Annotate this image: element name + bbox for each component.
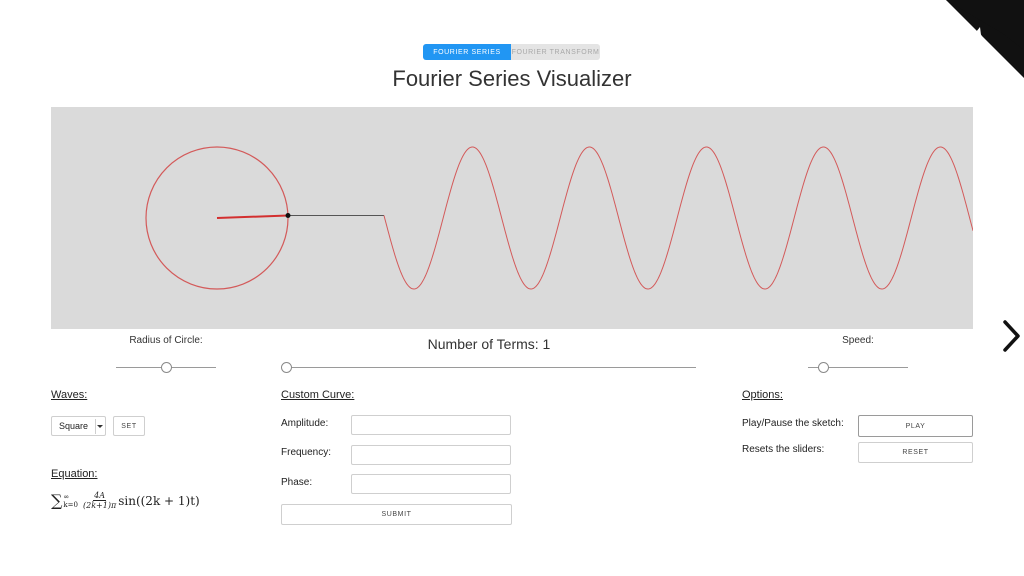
radius-label: Radius of Circle: xyxy=(129,335,203,346)
slider-track xyxy=(808,367,908,368)
tab-fourier-transform[interactable]: FOURIER TRANSFORM xyxy=(511,44,600,60)
custom-curve-heading: Custom Curve: xyxy=(281,389,355,401)
phase-input[interactable] xyxy=(351,474,511,494)
play-pause-label: Play/Pause the sketch: xyxy=(742,418,844,429)
sum-limits: ∞ k=0 xyxy=(63,493,78,509)
radius-slider[interactable] xyxy=(116,362,216,374)
play-button[interactable]: PLAY xyxy=(858,415,973,437)
frequency-label: Frequency: xyxy=(281,447,332,458)
wave-curve xyxy=(383,146,973,290)
amplitude-input[interactable] xyxy=(351,415,511,435)
terms-slider[interactable] xyxy=(281,362,696,374)
chevron-right-icon[interactable] xyxy=(1000,316,1024,356)
set-button[interactable]: SET xyxy=(113,416,145,436)
equation-formula: ∑ ∞ k=0 4A (2k+1)π sin((2k + 1)t) xyxy=(51,491,200,510)
equation-fraction: 4A (2k+1)π xyxy=(83,491,116,510)
fourier-visualization xyxy=(145,146,973,290)
sum-upper-limit: ∞ xyxy=(63,492,70,501)
fraction-denominator: (2k+1)π xyxy=(82,501,117,510)
slider-thumb[interactable] xyxy=(281,362,292,373)
github-octocat-icon[interactable] xyxy=(946,0,1024,78)
page-title: Fourier Series Visualizer xyxy=(392,66,632,91)
speed-slider[interactable] xyxy=(808,362,908,374)
tracing-point xyxy=(285,213,291,218)
mode-tabs: FOURIER SERIES FOURIER TRANSFORM xyxy=(423,44,600,60)
terms-label: Number of Terms: 1 xyxy=(427,336,551,352)
equation-sine-term: sin((2k + 1)t) xyxy=(118,493,200,508)
fraction-numerator: 4A xyxy=(93,491,107,501)
sigma-symbol: ∑ xyxy=(51,490,63,510)
slider-track xyxy=(281,367,696,368)
slider-thumb[interactable] xyxy=(161,362,172,373)
amplitude-label: Amplitude: xyxy=(281,418,329,429)
frequency-input[interactable] xyxy=(351,445,511,465)
options-heading: Options: xyxy=(742,389,783,401)
submit-button[interactable]: SUBMIT xyxy=(281,504,512,525)
chevron-down-icon xyxy=(95,419,104,434)
slider-thumb[interactable] xyxy=(818,362,829,373)
tab-fourier-series[interactable]: FOURIER SERIES xyxy=(423,44,511,60)
wave-select[interactable]: Square xyxy=(51,416,106,436)
sum-lower-limit: k=0 xyxy=(63,500,78,509)
phase-label: Phase: xyxy=(281,477,313,488)
equation-heading: Equation: xyxy=(51,468,98,480)
speed-label: Speed: xyxy=(842,335,874,346)
reset-button[interactable]: RESET xyxy=(858,442,973,463)
wave-select-value: Square xyxy=(59,421,89,431)
radius-line xyxy=(216,214,289,219)
fourier-canvas xyxy=(51,107,973,329)
waves-heading: Waves: xyxy=(51,389,88,401)
reset-label: Resets the sliders: xyxy=(742,444,825,455)
